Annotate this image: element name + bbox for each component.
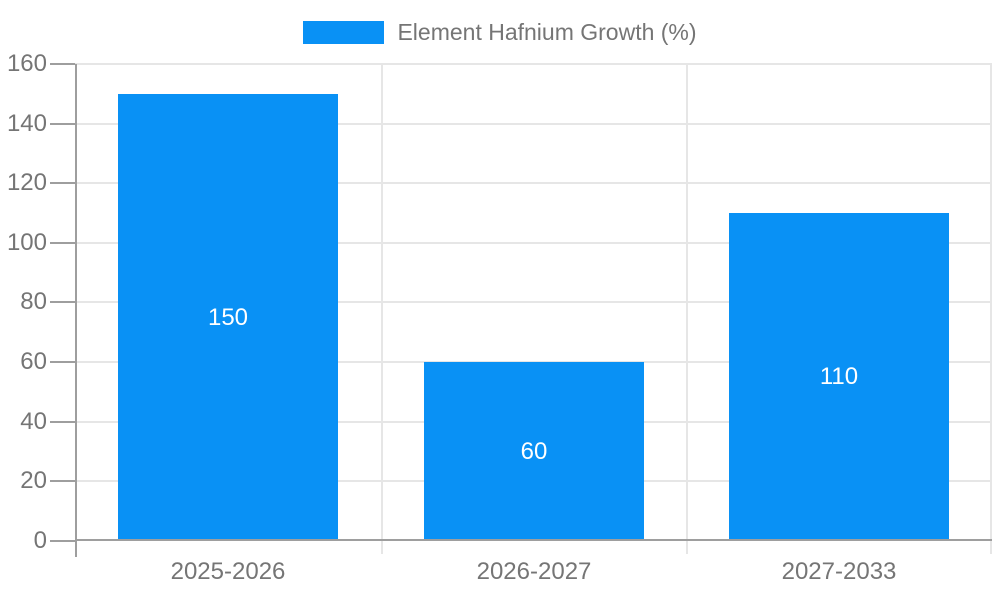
y-gridline xyxy=(75,63,992,65)
legend-label: Element Hafnium Growth (%) xyxy=(397,19,697,45)
y-tick xyxy=(50,480,75,482)
y-tick-label: 160 xyxy=(6,50,47,77)
y-tick xyxy=(50,540,75,542)
bar xyxy=(118,94,338,541)
x-tick-label: 2026-2027 xyxy=(476,558,592,585)
category-divider xyxy=(381,64,383,554)
legend-swatch xyxy=(303,20,385,44)
y-tick-label: 40 xyxy=(20,408,47,435)
y-gridline xyxy=(75,182,992,184)
y-tick xyxy=(50,63,75,65)
x-tick-label: 2025-2026 xyxy=(170,558,286,585)
bar xyxy=(729,213,949,541)
x-axis-line xyxy=(75,539,992,541)
category-divider xyxy=(686,64,688,554)
y-tick-label: 80 xyxy=(20,288,47,315)
y-tick xyxy=(50,361,75,363)
x-tick-label: 2027-2033 xyxy=(781,558,897,585)
y-axis-line xyxy=(75,64,77,557)
y-tick-label: 120 xyxy=(6,169,47,196)
y-tick-label: 100 xyxy=(6,229,47,256)
y-tick xyxy=(50,301,75,303)
y-tick-label: 0 xyxy=(33,527,47,554)
y-gridline xyxy=(75,123,992,125)
bar-value-label: 150 xyxy=(207,304,249,331)
category-divider xyxy=(990,64,992,554)
y-gridline xyxy=(75,242,992,244)
y-tick-label: 60 xyxy=(20,348,47,375)
y-tick xyxy=(50,421,75,423)
plot-area: 150 60 110 xyxy=(75,63,992,557)
bar-value-label: 110 xyxy=(819,363,859,390)
y-gridline xyxy=(75,301,992,303)
y-tick xyxy=(50,123,75,125)
y-tick-label: 20 xyxy=(20,467,47,494)
y-tick xyxy=(50,242,75,244)
legend: Element Hafnium Growth (%) xyxy=(0,18,1000,46)
bar xyxy=(424,362,644,541)
bar-value-label: 60 xyxy=(520,438,548,465)
y-tick xyxy=(50,182,75,184)
y-tick-label: 140 xyxy=(6,110,47,137)
